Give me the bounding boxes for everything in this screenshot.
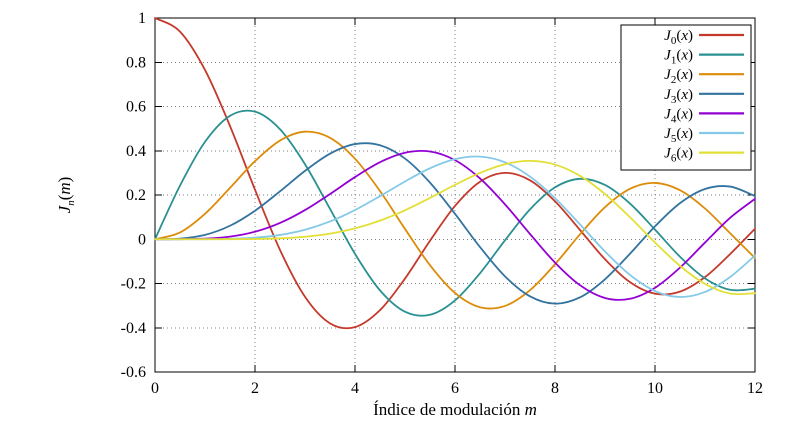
series-line xyxy=(154,130,756,310)
series-curves xyxy=(154,17,756,330)
x-tick-label: 0 xyxy=(151,380,159,397)
x-tick-label: 8 xyxy=(551,380,559,397)
y-axis-label: Jn(m) xyxy=(55,177,77,214)
y-tick-label: 0.4 xyxy=(126,143,146,160)
x-axis-label: Índice de modulación m xyxy=(373,400,537,419)
tick-labels: 0 2 4 6 8 10 12 1 0.8 0.6 0.4 0.2 0 -0.2 -0.4 -0.6 xyxy=(121,10,763,397)
series-line xyxy=(154,160,756,296)
y-tick-label: 0.2 xyxy=(126,187,146,204)
y-tick-label: -0.2 xyxy=(121,276,146,293)
legend: J0(x)J1(x)J2(x)J3(x)J4(x)J5(x)J6(x) xyxy=(620,24,752,171)
tick-marks xyxy=(154,17,756,373)
series-line xyxy=(154,142,756,305)
x-tick-label: 10 xyxy=(647,380,663,397)
y-tick-label: 0 xyxy=(138,231,146,248)
x-tick-label: 2 xyxy=(251,380,259,397)
x-tick-label: 6 xyxy=(451,380,459,397)
series-line xyxy=(154,109,756,317)
legend-label: J0(x) xyxy=(664,28,693,47)
series-line xyxy=(154,155,756,298)
legend-label: J4(x) xyxy=(664,106,693,125)
y-tick-label: 0.8 xyxy=(126,54,146,71)
legend-label: J5(x) xyxy=(664,126,693,145)
y-tick-label: 0.6 xyxy=(126,99,146,116)
y-tick-label: 1 xyxy=(138,10,146,27)
x-tick-label: 4 xyxy=(351,380,359,397)
series-line xyxy=(154,149,756,301)
legend-box xyxy=(620,24,752,171)
legend-label: J2(x) xyxy=(664,67,693,86)
legend-label: J3(x) xyxy=(664,87,693,106)
series-line xyxy=(154,17,756,330)
x-tick-label: 12 xyxy=(747,380,763,397)
legend-label: J1(x) xyxy=(664,48,693,67)
legend-label: J6(x) xyxy=(664,146,693,165)
y-tick-label: -0.6 xyxy=(121,364,146,381)
y-tick-label: -0.4 xyxy=(121,320,146,337)
